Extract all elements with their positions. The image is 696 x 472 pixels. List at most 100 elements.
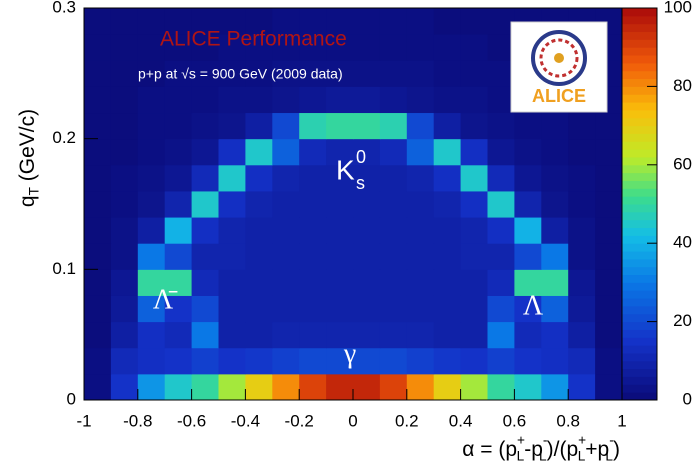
- heat-cell: [137, 8, 166, 35]
- heat-cell: [433, 295, 462, 323]
- heat-cell: [326, 321, 354, 349]
- heat-cell: [353, 243, 381, 270]
- heat-cell: [218, 373, 246, 401]
- label-part: L: [539, 448, 547, 463]
- heat-cell: [326, 269, 354, 296]
- annotation-sup: 0: [356, 147, 366, 167]
- colorbar-step: [622, 290, 657, 299]
- annotation: γ: [343, 338, 356, 369]
- heat-cell: [110, 243, 139, 270]
- heat-cell: [272, 243, 300, 270]
- colorbar-step: [622, 180, 657, 189]
- heat-cell: [299, 347, 327, 375]
- colorbar-step: [622, 313, 657, 323]
- heat-cell: [137, 347, 166, 375]
- heat-cell: [245, 8, 273, 35]
- heat-cell: [245, 112, 273, 140]
- logo-text: ALICE: [532, 86, 586, 106]
- colorbar-step: [622, 141, 657, 150]
- heat-cell: [84, 112, 112, 140]
- heat-cell: [433, 321, 462, 349]
- heat-cell: [164, 138, 193, 166]
- heat-cell: [406, 60, 435, 87]
- heat-cell: [379, 217, 408, 244]
- label-part: q: [16, 195, 39, 207]
- heat-cell: [191, 34, 219, 61]
- x-tick-label: -1: [76, 411, 91, 430]
- heat-cell: [460, 34, 488, 61]
- title: ALICE Performance: [160, 28, 347, 51]
- heat-cell: [299, 60, 327, 87]
- colorbar-step: [622, 235, 657, 244]
- heat-cell: [110, 138, 139, 166]
- label-part: +: [578, 432, 586, 447]
- heat-cell: [326, 295, 354, 323]
- heat-cell: [191, 373, 219, 401]
- colorbar-step: [622, 305, 657, 315]
- heat-cell: [353, 86, 381, 114]
- x-tick-label: -0.4: [231, 411, 260, 430]
- x-tick-label: 0.8: [556, 411, 580, 430]
- heat-cell: [137, 373, 166, 401]
- heat-cell: [514, 373, 542, 401]
- colorbar-step: [622, 329, 657, 338]
- heat-cell: [137, 164, 166, 192]
- heat-cell: [245, 34, 273, 61]
- colorbar-step: [622, 345, 657, 354]
- heat-cell: [487, 86, 515, 114]
- heat-cell: [514, 295, 542, 323]
- heat-cell: [272, 60, 300, 87]
- heat-cell: [568, 190, 596, 218]
- heat-cell: [218, 269, 246, 296]
- heat-cell: [110, 217, 139, 244]
- heat-cell: [84, 243, 112, 270]
- heat-cell: [433, 60, 462, 87]
- heat-cell: [245, 243, 273, 270]
- heat-cell: [218, 217, 246, 244]
- heat-cell: [191, 295, 219, 323]
- label-part: L: [517, 448, 525, 463]
- colorbar-step: [622, 86, 657, 95]
- heat-cell: [191, 321, 219, 349]
- heat-cell: [84, 138, 112, 166]
- heat-cell: [137, 112, 166, 140]
- heat-cell: [299, 217, 327, 244]
- heat-cell: [137, 86, 166, 114]
- heat-cell: [299, 321, 327, 349]
- colorbar-step: [622, 266, 657, 276]
- heat-cell: [84, 373, 112, 401]
- heat-cell: [595, 269, 623, 296]
- heat-cell: [164, 373, 193, 401]
- heat-cell: [164, 217, 193, 244]
- heat-cell: [353, 190, 381, 218]
- heat-cell: [406, 373, 435, 401]
- heat-cell: [460, 321, 488, 349]
- heat-cell: [164, 34, 193, 61]
- heat-cell: [568, 321, 596, 349]
- heat-cell: [595, 190, 623, 218]
- heat-cell: [460, 373, 488, 401]
- heat-cell: [406, 217, 435, 244]
- heat-cell: [299, 86, 327, 114]
- heat-cell: [460, 269, 488, 296]
- colorbar-step: [622, 78, 657, 87]
- x-tick-label: 0.2: [395, 411, 419, 430]
- colorbar-step: [622, 298, 657, 307]
- heat-cell: [433, 190, 462, 218]
- heat-cell: [164, 86, 193, 114]
- heat-cell: [164, 269, 193, 296]
- colorbar-step: [622, 188, 657, 197]
- heat-cell: [110, 86, 139, 114]
- heat-cell: [245, 138, 273, 166]
- heat-cell: [164, 321, 193, 349]
- heat-cell: [84, 217, 112, 244]
- heat-cell: [595, 321, 623, 349]
- heat-cell: [406, 269, 435, 296]
- heat-cell: [433, 243, 462, 270]
- heat-cell: [514, 321, 542, 349]
- heat-cell: [326, 217, 354, 244]
- x-tick-label: 0: [348, 411, 357, 430]
- heat-cell: [137, 190, 166, 218]
- heat-cell: [218, 164, 246, 192]
